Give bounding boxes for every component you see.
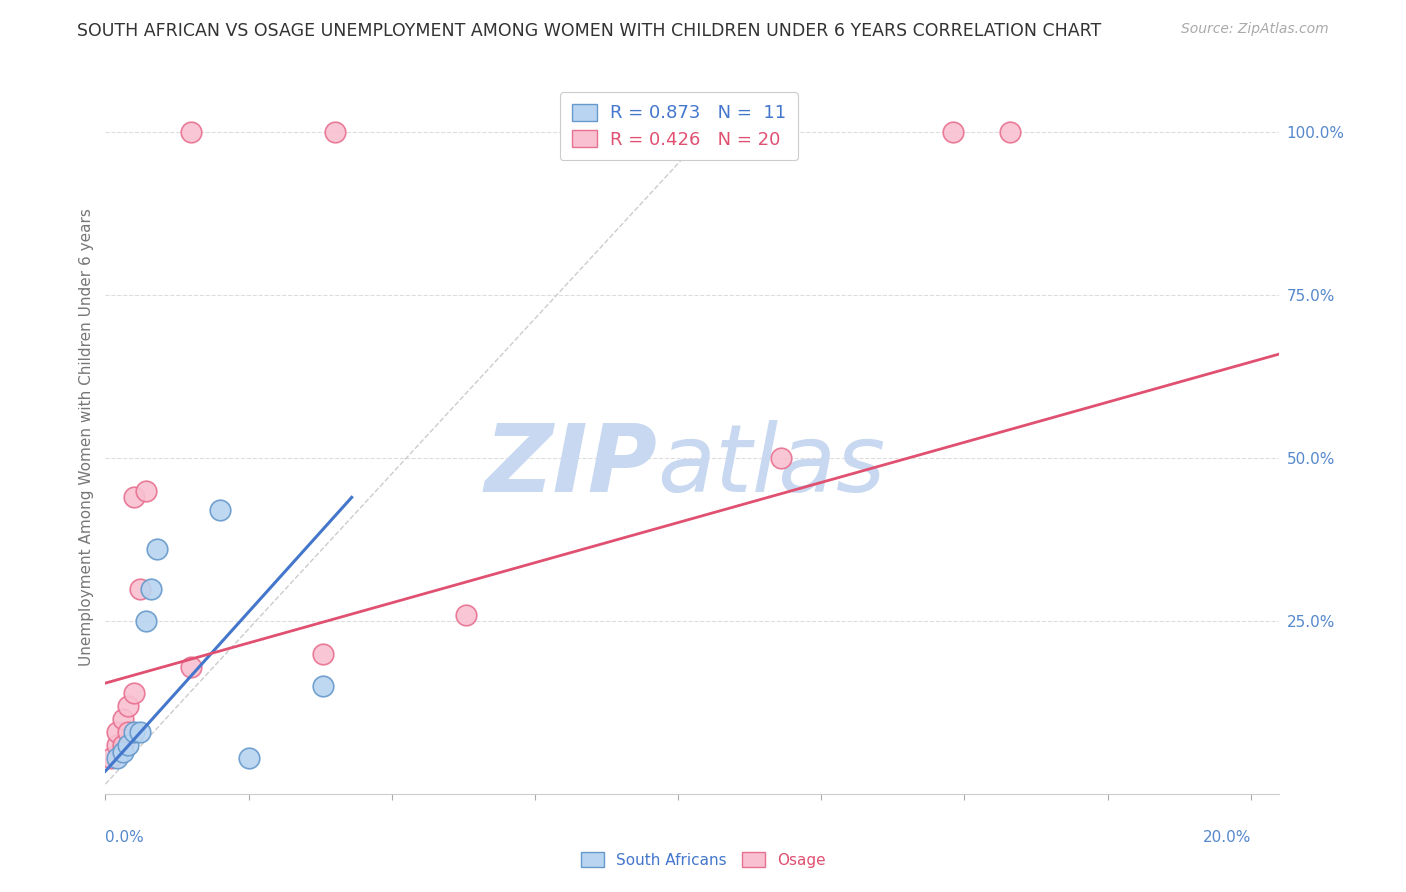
Point <box>128 725 150 739</box>
Text: 20.0%: 20.0% <box>1202 830 1251 845</box>
Y-axis label: Unemployment Among Women with Children Under 6 years: Unemployment Among Women with Children U… <box>79 208 94 666</box>
Text: ZIP: ZIP <box>484 419 657 512</box>
Point <box>117 725 139 739</box>
Point <box>135 483 157 498</box>
Point <box>105 738 128 752</box>
Point <box>122 725 145 739</box>
Point <box>111 738 134 752</box>
Point <box>180 660 202 674</box>
Legend: South Africans, Osage: South Africans, Osage <box>575 846 831 873</box>
Point <box>117 738 139 752</box>
Point <box>208 503 231 517</box>
Point <box>105 725 128 739</box>
Text: SOUTH AFRICAN VS OSAGE UNEMPLOYMENT AMONG WOMEN WITH CHILDREN UNDER 6 YEARS CORR: SOUTH AFRICAN VS OSAGE UNEMPLOYMENT AMON… <box>77 22 1101 40</box>
Point <box>312 679 335 693</box>
Point <box>180 125 202 139</box>
Point <box>135 614 157 628</box>
Text: atlas: atlas <box>657 420 886 511</box>
Point <box>117 698 139 713</box>
Point <box>141 582 163 596</box>
Text: 0.0%: 0.0% <box>105 830 145 845</box>
Point <box>238 751 260 765</box>
Point <box>323 125 346 139</box>
Point <box>105 751 128 765</box>
Point <box>128 582 150 596</box>
Point <box>122 686 145 700</box>
Point <box>111 745 134 759</box>
Point <box>146 542 169 557</box>
Point <box>770 451 793 466</box>
Point <box>312 647 335 661</box>
Point <box>456 607 478 622</box>
Point <box>1000 125 1022 139</box>
Point <box>111 712 134 726</box>
Point <box>100 751 122 765</box>
Point <box>942 125 965 139</box>
Text: Source: ZipAtlas.com: Source: ZipAtlas.com <box>1181 22 1329 37</box>
Legend: R = 0.873   N =  11, R = 0.426   N = 20: R = 0.873 N = 11, R = 0.426 N = 20 <box>560 92 797 161</box>
Point <box>122 491 145 505</box>
